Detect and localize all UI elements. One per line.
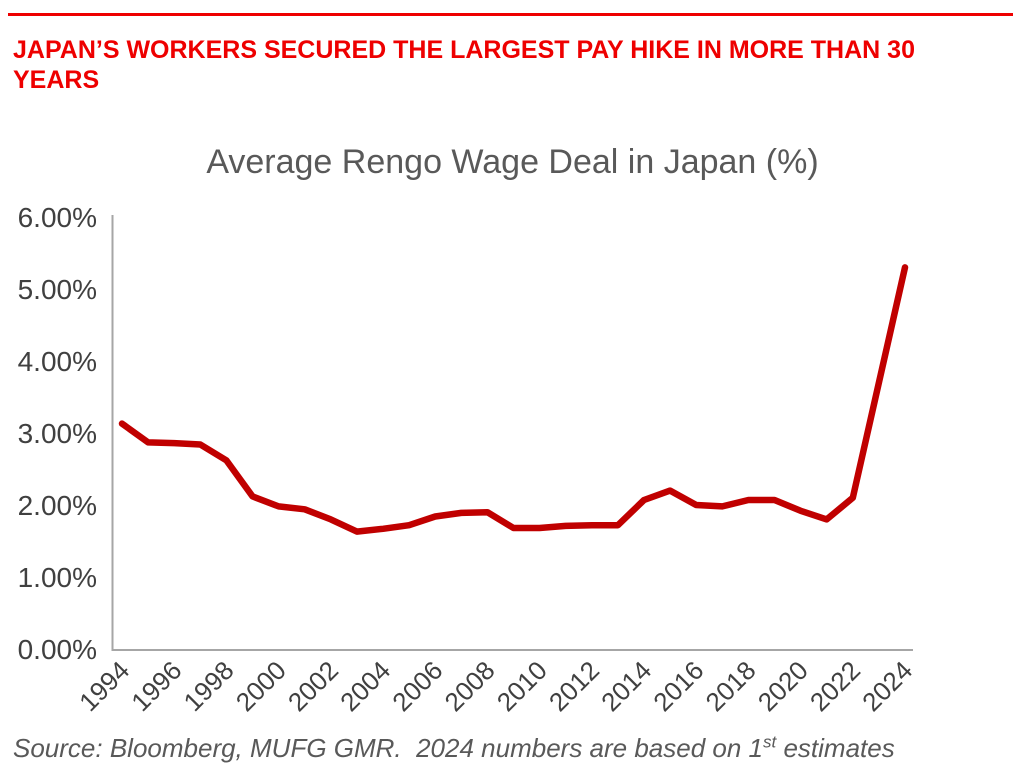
x-axis-tick-label: 2004 [334, 655, 396, 717]
x-axis-tick-label: 2000 [230, 655, 292, 717]
y-axis-tick-label: 3.00% [18, 418, 97, 449]
y-axis-tick-label: 4.00% [18, 346, 97, 377]
chart-title: Average Rengo Wage Deal in Japan (%) [206, 143, 819, 181]
x-axis-tick-label: 2024 [856, 655, 918, 717]
wage-deal-line [118, 264, 909, 535]
y-axis-tick-label: 6.00% [18, 202, 97, 233]
source-suffix: estimates [776, 733, 895, 763]
y-axis-tick-label: 2.00% [18, 490, 97, 521]
x-axis-tick-label: 2020 [752, 655, 814, 717]
source-text: Source: Bloomberg, MUFG GMR. 2024 number… [13, 733, 764, 763]
axis-lines [111, 215, 913, 651]
x-axis-tick-label: 2012 [543, 655, 605, 717]
y-axis-tick-label: 0.00% [18, 634, 97, 665]
x-axis-tick-label: 2008 [439, 655, 501, 717]
source-note: Source: Bloomberg, MUFG GMR. 2024 number… [13, 733, 1018, 764]
x-axis-tick-label: 2018 [700, 655, 762, 717]
source-superscript: st [763, 732, 777, 752]
x-axis-tick-label: 2010 [491, 655, 553, 717]
headline-line-2: YEARS [13, 66, 100, 94]
slide-headline: JAPAN’S WORKERS SECURED THE LARGEST PAY … [13, 35, 1018, 95]
x-axis-tick-label: 2006 [386, 655, 448, 717]
x-axis-tick-label: 2002 [282, 655, 344, 717]
x-axis-tick-label: 1998 [178, 655, 240, 717]
x-axis-tick-label: 1996 [125, 655, 187, 717]
x-axis-tick-label: 2022 [804, 655, 866, 717]
x-axis-tick-label: 2014 [595, 655, 657, 717]
y-axis-tick-label: 5.00% [18, 274, 97, 305]
top-divider-rule [8, 13, 1013, 16]
y-axis-tick-label: 1.00% [18, 562, 97, 593]
headline-line-1: JAPAN’S WORKERS SECURED THE LARGEST PAY … [13, 36, 915, 64]
x-axis-tick-label: 2016 [647, 655, 709, 717]
